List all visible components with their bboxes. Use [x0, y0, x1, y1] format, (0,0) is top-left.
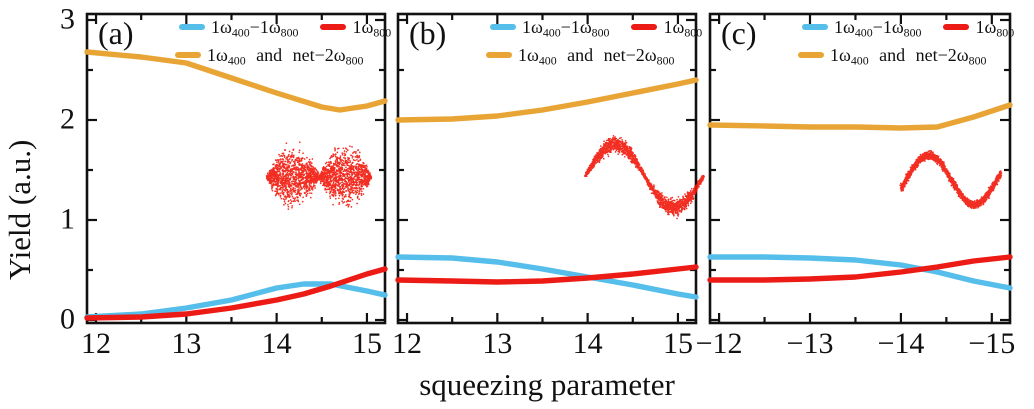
series-line-red [395, 264, 699, 285]
legend-label: 1ω800 [975, 17, 1015, 40]
x-tick-label: 13 [482, 327, 513, 360]
legend-label: 1ω800 [352, 17, 392, 40]
legend-row-2: 1ω400 and net−2ω800 [486, 45, 675, 68]
legend-swatch-red [631, 24, 658, 30]
legend-row-2: 1ω400 and net−2ω800 [175, 45, 364, 68]
legend-entry: 1ω400−1ω800 [179, 17, 299, 40]
panel-label: (b) [409, 15, 447, 51]
panel-label: (c) [721, 15, 757, 51]
legend-swatch-blue [802, 24, 828, 30]
legend-entry: 1ω400 and net−2ω800 [486, 45, 675, 68]
legend-swatch-blue [490, 24, 516, 30]
series-line-blue [395, 254, 699, 300]
legend-entry: 1ω400 and net−2ω800 [175, 45, 364, 68]
series-line-yellow [395, 77, 699, 123]
x-tick-label: −14 [877, 327, 925, 360]
x-tick-label: 15 [351, 327, 382, 360]
series-line-red [707, 254, 1013, 283]
x-tick-label: 13 [171, 327, 202, 360]
series-line-blue [84, 281, 388, 320]
legend-swatch-red [320, 24, 347, 30]
y-tick-label: 2 [60, 102, 75, 136]
legend-row-1: 1ω400−1ω800 1ω800 [802, 17, 1015, 40]
x-tick-label: 12 [392, 327, 423, 360]
panel-frame [396, 12, 698, 325]
x-axis-title: squeezing parameter [419, 367, 675, 402]
legend-label: 1ω400−1ω800 [211, 17, 299, 40]
legend-entry: 1ω400−1ω800 [802, 17, 922, 40]
x-tick-label: −12 [695, 327, 743, 360]
legend-swatch-blue [179, 24, 205, 30]
series-line-blue [707, 254, 1013, 291]
phase-space-scatter-inset [899, 149, 1003, 210]
series-line-red [84, 266, 388, 321]
x-tick-label: 14 [261, 327, 292, 360]
legend-label: 1ω400 and net−2ω800 [207, 45, 364, 68]
legend-swatch-red [943, 24, 970, 30]
legend-entry: 1ω800 [631, 17, 703, 40]
legend-label: 1ω400−1ω800 [522, 17, 610, 40]
legend-label: 1ω800 [663, 17, 703, 40]
x-tick-label: −15 [968, 327, 1016, 360]
legend-entry: 1ω400−1ω800 [490, 17, 610, 40]
phase-space-scatter-inset [583, 135, 705, 220]
panel-label: (a) [98, 15, 134, 51]
series-line-yellow [84, 49, 388, 113]
x-tick-label: 12 [81, 327, 112, 360]
x-tick-label: 14 [572, 327, 603, 360]
legend-entry: 1ω800 [320, 17, 392, 40]
panel-frame [708, 12, 1012, 325]
x-tick-label: −13 [786, 327, 834, 360]
y-tick-label: 0 [60, 302, 75, 336]
series-line-yellow [707, 102, 1013, 131]
y-tick-label: 1 [60, 202, 75, 236]
legend-swatch-yellow [175, 52, 201, 58]
legend-swatch-yellow [486, 52, 512, 58]
legend-label: 1ω400 and net−2ω800 [518, 45, 675, 68]
y-tick-label: 3 [60, 2, 75, 36]
legend-row-2: 1ω400 and net−2ω800 [798, 45, 987, 68]
x-tick-label: 15 [662, 327, 693, 360]
legend-row-1: 1ω400−1ω800 1ω800 [179, 17, 392, 40]
phase-space-scatter-inset [265, 141, 373, 210]
legend-row-1: 1ω400−1ω800 1ω800 [490, 17, 703, 40]
legend-entry: 1ω800 [943, 17, 1015, 40]
legend-label: 1ω400−1ω800 [834, 17, 922, 40]
legend-swatch-yellow [798, 52, 824, 58]
legend-label: 1ω400 and net−2ω800 [830, 45, 987, 68]
panel-frame [85, 12, 387, 325]
legend-entry: 1ω400 and net−2ω800 [798, 45, 987, 68]
